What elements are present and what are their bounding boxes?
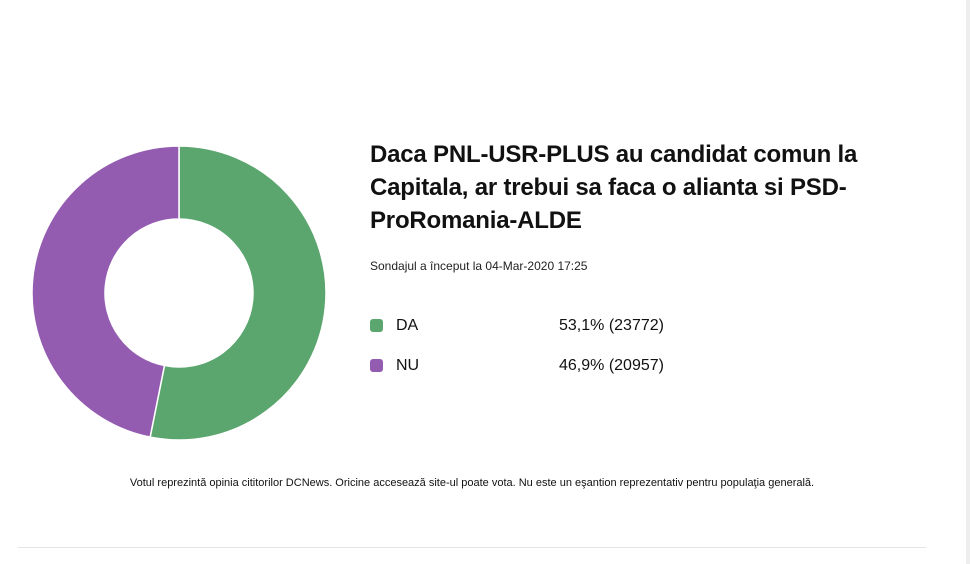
page-right-edge bbox=[966, 0, 970, 564]
donut-chart bbox=[31, 145, 327, 441]
legend-value-nu: 46,9% (20957) bbox=[559, 357, 664, 374]
legend-label-da: DA bbox=[396, 317, 419, 334]
legend-swatch-da bbox=[370, 319, 383, 332]
donut-slice-da bbox=[149, 145, 327, 441]
legend-swatch-nu bbox=[370, 359, 383, 372]
legend-value-da: 53,1% (23772) bbox=[559, 317, 664, 334]
legend-item-nu: NU 46,9% (20957) bbox=[370, 354, 710, 394]
chart-legend: DA 53,1% (23772) NU 46,9% (20957) bbox=[370, 314, 710, 394]
poll-title: Daca PNL-USR-PLUS au candidat comun la C… bbox=[370, 141, 858, 234]
poll-start-date: Sondajul a început la 04-Mar-2020 17:25 bbox=[370, 259, 588, 273]
bottom-divider bbox=[18, 547, 926, 548]
donut-slice-nu bbox=[31, 145, 180, 439]
poll-disclaimer: Votul reprezintă opinia cititorilor DCNe… bbox=[129, 477, 815, 489]
legend-item-da: DA 53,1% (23772) bbox=[370, 314, 710, 354]
legend-label-nu: NU bbox=[396, 357, 420, 374]
